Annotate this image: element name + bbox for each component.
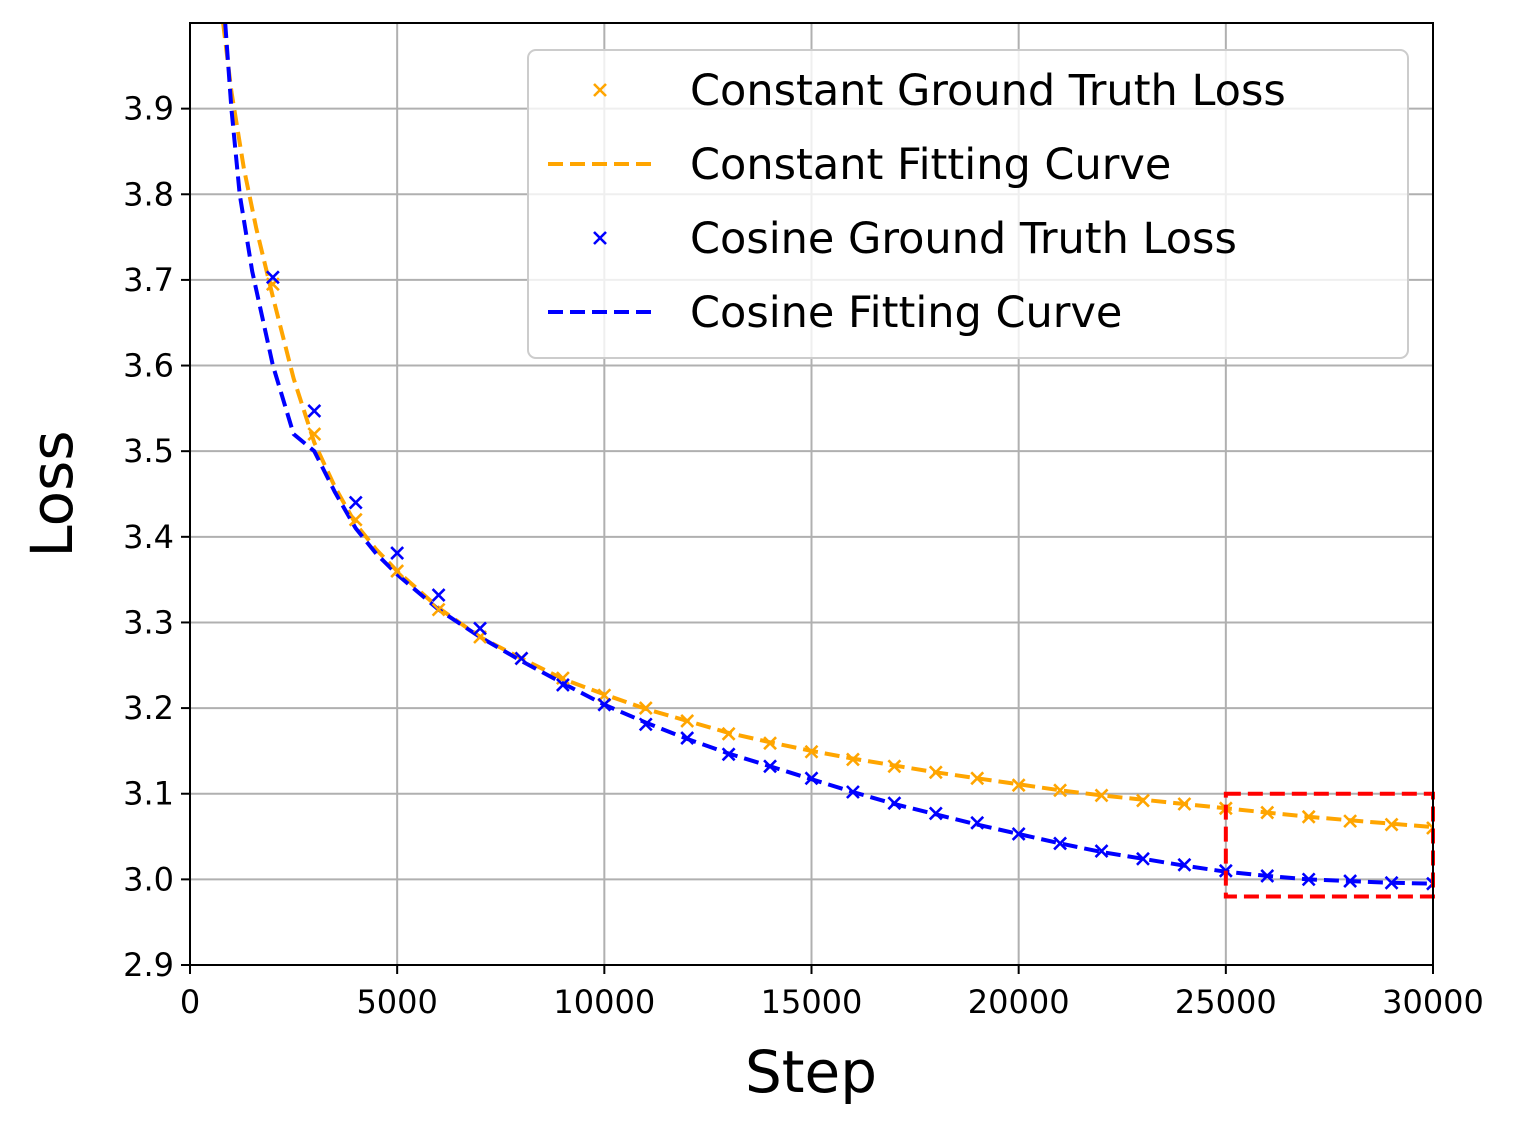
ground-truth-marker (721, 747, 736, 762)
series-layer (221, 23, 1433, 891)
ground-truth-marker (1260, 869, 1275, 883)
ground-truth-marker (763, 736, 777, 751)
ground-truth-marker (307, 404, 322, 418)
ground-truth-marker (1343, 874, 1358, 888)
ground-truth-marker (887, 759, 902, 774)
x-tick-label: 20000 (968, 983, 1070, 1021)
y-tick-label: 3.6 (123, 347, 174, 385)
ground-truth-marker (390, 564, 405, 578)
x-tick-label: 10000 (553, 983, 655, 1021)
ground-truth-marker (1136, 851, 1150, 866)
legend-label: Constant Fitting Curve (690, 140, 1171, 190)
legend-marker-swatch (593, 231, 607, 245)
ground-truth-marker (1094, 788, 1109, 803)
legend-label: Cosine Fitting Curve (690, 288, 1122, 338)
ground-truth-marker (265, 270, 280, 285)
y-tick-label: 3.9 (123, 90, 174, 128)
ground-truth-marker (846, 785, 860, 799)
ground-truth-marker (473, 621, 487, 636)
legend-entry: Cosine Ground Truth Loss (593, 214, 1237, 264)
legend-entry: Cosine Fitting Curve (548, 288, 1122, 338)
ground-truth-marker (804, 744, 819, 759)
x-tick-label: 15000 (761, 983, 863, 1021)
y-tick-label: 2.9 (123, 946, 174, 984)
legend-label: Cosine Ground Truth Loss (690, 214, 1237, 264)
legend-entry: Constant Fitting Curve (548, 140, 1171, 190)
ground-truth-marker (1094, 844, 1109, 859)
ground-truth-marker (928, 765, 943, 780)
legend-label: Constant Ground Truth Loss (690, 66, 1286, 116)
ground-truth-marker (1053, 783, 1068, 798)
ticks: 0 5000 10000 15000 20000 25000 30000 2.9 3.0 3.1 3… (123, 90, 1484, 1021)
y-tick-label: 3.8 (123, 175, 174, 213)
ground-truth-marker (431, 602, 446, 617)
x-tick-label: 25000 (1175, 983, 1277, 1021)
y-tick-label: 3.4 (123, 518, 174, 556)
ground-truth-marker (597, 697, 612, 712)
ground-truth-marker (1384, 875, 1399, 890)
ground-truth-marker (1136, 793, 1150, 808)
y-tick-label: 3.2 (123, 689, 174, 727)
fitting-curve-line (223, 23, 1433, 886)
x-tick-label: 0 (180, 983, 200, 1021)
ground-truth-marker (804, 771, 819, 786)
ground-truth-marker (307, 427, 322, 441)
y-tick-label: 3.0 (123, 860, 174, 898)
legend-box (527, 49, 1409, 359)
ground-truth-marker (970, 771, 985, 786)
y-tick-label: 3.1 (123, 775, 174, 813)
y-axis-label: Loss (18, 430, 86, 557)
y-tick-label: 3.5 (123, 432, 174, 470)
x-tick-label: 30000 (1382, 983, 1484, 1021)
ground-truth-marker (431, 588, 446, 602)
ground-truth-marker (1053, 836, 1068, 851)
y-tick-label: 3.7 (123, 261, 174, 299)
ground-truth-marker (721, 726, 736, 741)
x-tick-label: 5000 (356, 983, 437, 1021)
ground-truth-marker (680, 714, 695, 728)
ground-truth-marker (555, 678, 570, 692)
ground-truth-marker (1301, 872, 1316, 887)
legend-marker-swatch (593, 83, 607, 97)
ground-truth-marker (1384, 817, 1399, 832)
ground-truth-marker (1177, 797, 1192, 811)
ground-truth-marker (348, 512, 363, 527)
ground-truth-marker (638, 701, 653, 716)
x-axis-label: Step (745, 1038, 877, 1106)
ground-truth-marker (846, 752, 860, 767)
ground-truth-marker (390, 546, 405, 561)
ground-truth-marker (1301, 809, 1316, 824)
ground-truth-marker (514, 651, 529, 666)
ground-truth-marker (638, 717, 653, 732)
ground-truth-marker (1011, 827, 1026, 841)
y-tick-label: 3.3 (123, 603, 174, 641)
ground-truth-marker (1260, 805, 1275, 820)
ground-truth-marker (680, 731, 695, 745)
ground-truth-marker (1426, 821, 1433, 835)
ground-truth-marker (970, 815, 985, 830)
ground-truth-marker (1177, 857, 1192, 872)
ground-truth-marker (928, 806, 943, 821)
ground-truth-marker (1011, 778, 1026, 793)
ground-truth-marker (763, 759, 777, 774)
ground-truth-marker (348, 495, 363, 510)
legend: Constant Ground Truth Loss Constant Fitti… (527, 49, 1409, 359)
ground-truth-marker (1426, 876, 1433, 891)
ground-truth-marker (887, 796, 902, 811)
ground-truth-marker (1343, 814, 1358, 829)
legend-entry: Constant Ground Truth Loss (593, 66, 1286, 116)
